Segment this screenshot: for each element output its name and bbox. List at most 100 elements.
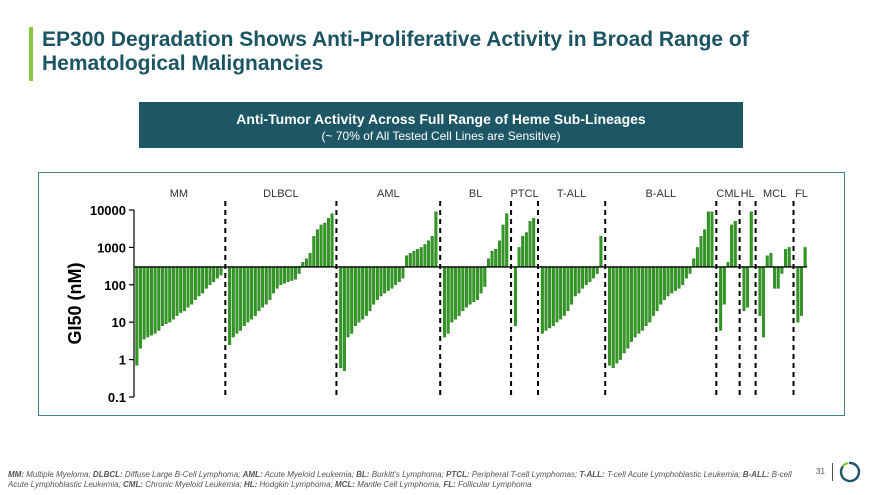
bar (497, 240, 501, 268)
footnote-definition: Chronic Myeloid Leukemia; (143, 480, 244, 489)
group-label: MCL (763, 188, 786, 200)
bar (776, 266, 780, 289)
bar (454, 266, 457, 320)
bar (443, 266, 447, 338)
group-label: B-ALL (646, 188, 677, 200)
bar (168, 266, 172, 323)
bar (361, 266, 365, 320)
bar (416, 248, 420, 268)
bar (457, 266, 461, 316)
bar (175, 266, 179, 316)
bar (430, 235, 434, 268)
bar (246, 266, 250, 323)
bar (796, 266, 800, 323)
bar (651, 266, 655, 316)
bar (319, 224, 323, 268)
bar (294, 266, 297, 280)
bar (749, 211, 753, 268)
bar (655, 266, 659, 312)
bar (346, 266, 350, 338)
bar (670, 266, 674, 294)
bar (710, 211, 714, 268)
bar (733, 221, 737, 268)
y-axis-label: GI50 (nM) (65, 262, 85, 344)
bar (692, 258, 696, 268)
bar (312, 235, 316, 268)
bar (186, 266, 190, 308)
footnote-abbr: FL: (443, 480, 456, 489)
bar (219, 266, 223, 276)
bar (160, 266, 164, 326)
bar (372, 266, 376, 305)
bar (139, 266, 142, 349)
footnote-abbr: AML: (242, 470, 263, 479)
bar (368, 266, 372, 312)
footnote-definition: Burkitt's Lymphoma; (369, 470, 446, 479)
title-accent-bar (29, 27, 33, 81)
bar (800, 266, 803, 316)
bar (305, 258, 308, 268)
bar (644, 266, 648, 326)
bar (662, 266, 666, 300)
bar (666, 266, 670, 297)
bar (677, 266, 681, 289)
bar (684, 266, 688, 279)
bar (544, 266, 548, 331)
bar (566, 266, 570, 312)
y-tick-label: 1 (119, 353, 126, 368)
bar (323, 222, 327, 268)
bar (803, 247, 807, 268)
chart-banner: Anti-Tumor Activity Across Full Range of… (139, 102, 743, 148)
bar (461, 266, 465, 312)
footnote-abbr: MCL: (334, 480, 355, 489)
group-label: T-ALL (557, 188, 586, 200)
bar (450, 266, 454, 323)
bar (465, 266, 468, 308)
chart-frame: 0.1 1 10 100 1000 10000 GI50 (nM) MM DLBCL AML BL P… (38, 172, 845, 416)
footnote-abbr: PTCL: (446, 470, 470, 479)
bar (315, 229, 319, 268)
footnote-definition: Peripheral T-cell Lymphomas; (469, 470, 580, 479)
bar (699, 235, 703, 268)
bar (208, 266, 212, 285)
abbreviation-footnote: MM: Multiple Myeloma; DLBCL: Diffuse Lar… (8, 470, 808, 490)
bar (517, 247, 521, 268)
bar (261, 266, 265, 308)
bar (326, 218, 330, 268)
bar (622, 266, 626, 354)
bar (479, 266, 483, 294)
bar (364, 266, 368, 316)
bar (423, 244, 427, 268)
bar (135, 266, 139, 366)
bar (570, 266, 574, 305)
footnote-definition: Diffuse Large B-Cell Lymphoma; (122, 470, 243, 479)
bar (397, 266, 401, 282)
bar (239, 266, 243, 331)
footnote-definition: Mantle Cell Lymphoma, (354, 480, 444, 489)
bar (204, 266, 208, 289)
bar (773, 266, 777, 289)
bar (695, 247, 699, 268)
bar (581, 266, 585, 289)
bar (286, 266, 290, 282)
bar (730, 224, 734, 268)
bar (490, 250, 494, 268)
bar (427, 240, 431, 268)
bar (297, 266, 301, 274)
bar (475, 266, 479, 300)
bar (765, 255, 769, 268)
bar (212, 266, 216, 282)
bar (401, 266, 405, 279)
bar (242, 266, 246, 326)
y-tick-label: 10000 (90, 203, 126, 218)
bar (758, 266, 762, 316)
slide-title: EP300 Degradation Shows Anti-Proliferati… (42, 28, 749, 75)
group-label: PTCL (510, 188, 538, 200)
bar (719, 266, 723, 331)
bar (157, 266, 161, 331)
bar (588, 266, 592, 282)
bar (350, 266, 354, 334)
bar (619, 266, 622, 360)
bar (275, 266, 279, 289)
bar (179, 266, 183, 313)
